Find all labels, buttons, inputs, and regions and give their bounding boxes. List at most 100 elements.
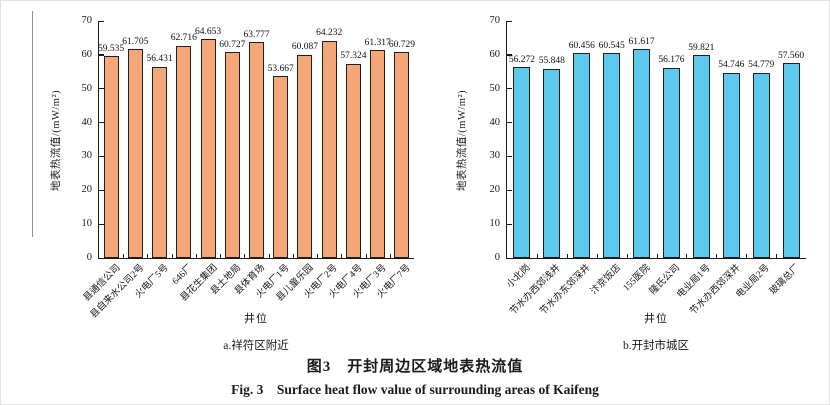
y-axis-tick (99, 223, 104, 225)
bar (152, 66, 168, 258)
x-axis-tick (365, 254, 367, 258)
y-axis-tick (507, 88, 512, 90)
bar-value-label: 61.317 (364, 37, 391, 48)
bar (321, 40, 337, 258)
bar-value-label: 57.560 (777, 50, 805, 61)
bar (752, 72, 770, 258)
figure-caption-en: Fig. 3 Surface heat flow value of surrou… (231, 382, 599, 397)
bar-value-label: 56.176 (658, 55, 685, 66)
bar (224, 52, 240, 258)
bar-value-label: 63.777 (243, 29, 270, 40)
figure-caption-zh: 图3 开封周边区域地表热流值 (306, 359, 524, 375)
bar (573, 53, 591, 258)
y-axis-tick-label: 0 (494, 251, 500, 263)
y-axis-tick-label: 0 (86, 251, 92, 263)
x-axis-tick (292, 254, 294, 258)
x-axis-tick (244, 254, 246, 258)
bar-value-label: 59.535 (98, 43, 125, 54)
bar-value-label: 56.431 (146, 54, 173, 65)
y-axis-tick-label: 40 (489, 116, 501, 128)
y-axis-tick-label: 10 (81, 217, 93, 229)
y-axis-tick (507, 20, 512, 22)
bar-value-label: 60.727 (219, 39, 246, 50)
y-axis-tick-label: 20 (81, 184, 93, 196)
bar (273, 76, 289, 258)
bar (394, 52, 410, 258)
x-axis-tick (147, 254, 149, 258)
x-axis-tick (596, 254, 598, 258)
y-axis-tick-label: 70 (81, 14, 93, 26)
y-axis-tick (507, 155, 512, 158)
y-axis-tick (507, 122, 512, 124)
y-axis-title-text: 地表热流值/(mW/m²) (51, 89, 63, 191)
y-axis-tick (99, 20, 104, 22)
x-category-label-text: 汴京饭店 (588, 263, 623, 297)
y-axis-tick-label: 40 (81, 116, 93, 128)
bar-value-label: 60.729 (388, 39, 415, 50)
bar-value-label: 54.746 (718, 60, 745, 71)
y-axis-tick (507, 223, 512, 225)
page-edge-rule (32, 11, 33, 237)
y-axis-tick-label: 20 (489, 184, 501, 196)
bar (297, 54, 313, 258)
bar-value-label: 61.617 (628, 36, 655, 47)
bar (662, 67, 680, 258)
x-axis-title-b: 井位 (644, 313, 668, 325)
bar-value-label: 60.456 (568, 40, 595, 51)
x-axis-title-a: 井位 (244, 313, 268, 325)
y-axis-tick-label: 50 (81, 82, 93, 94)
bar (345, 63, 361, 258)
y-axis-tick-label: 30 (81, 150, 93, 162)
y-axis-tick (99, 189, 104, 191)
x-axis-tick (776, 254, 778, 258)
bar-value-label: 56.272 (508, 54, 535, 65)
y-axis-tick (507, 189, 512, 191)
x-axis-tick (220, 254, 222, 258)
bar-value-label: 55.848 (538, 56, 565, 67)
bar-value-label: 53.667 (267, 63, 294, 74)
x-axis-tick (716, 254, 718, 258)
bar (633, 49, 651, 258)
y-axis-title-b: 地表热流值/(mW/m²) (453, 21, 471, 259)
y-axis-tick (99, 155, 104, 158)
y-axis-tick-label: 60 (489, 48, 501, 60)
bar-value-label: 61.705 (122, 36, 149, 47)
bar-value-label: 54.779 (748, 60, 775, 71)
y-axis-tick (99, 257, 104, 259)
x-axis-tick (317, 254, 319, 258)
bar (692, 55, 710, 258)
bar-value-label: 60.545 (598, 40, 625, 51)
y-axis-tick-label: 10 (489, 217, 501, 229)
y-axis-tick-label: 50 (489, 82, 501, 94)
y-axis-tick (99, 88, 104, 90)
chart-panel-a: 地表热流值/(mW/m²) 0 10 20 30 40 50 60 70 59.535 县通信公司… (35, 13, 427, 353)
x-category-label-text: 小北岗 (505, 263, 534, 291)
bar (127, 49, 143, 258)
y-axis-tick (99, 122, 104, 124)
x-axis-tick (566, 254, 568, 258)
x-axis-tick (341, 254, 343, 258)
bar-value-label: 60.087 (291, 42, 319, 53)
subcaption-b: b.开封市城区 (622, 340, 690, 352)
x-axis-tick (686, 254, 688, 258)
bar (200, 39, 216, 258)
bar-value-label: 64.232 (316, 28, 343, 39)
y-axis-tick (507, 257, 512, 259)
bar-value-label: 59.821 (688, 42, 715, 53)
x-axis-tick (123, 254, 125, 258)
x-axis-tick (746, 254, 748, 258)
x-axis-tick (195, 254, 197, 258)
x-axis-tick (389, 254, 391, 258)
x-axis-tick (626, 254, 628, 258)
x-category-label-text: 玻璃总厂 (768, 263, 803, 297)
plot-area-a: 0 10 20 30 40 50 60 70 59.535 县通信公司 61.705 县自来水公司2号… (82, 15, 415, 320)
x-axis-tick (268, 254, 270, 258)
y-axis-tick-label: 60 (81, 48, 93, 60)
y-axis-tick (507, 54, 512, 56)
y-axis-tick (99, 54, 104, 56)
bar (249, 42, 264, 258)
bar (370, 50, 386, 258)
bar (176, 45, 192, 258)
bar (543, 68, 561, 258)
chart-panel-b: 地表热流值/(mW/m²) 0 10 20 30 40 50 60 70 56.272 小北岗 55… (441, 13, 829, 353)
